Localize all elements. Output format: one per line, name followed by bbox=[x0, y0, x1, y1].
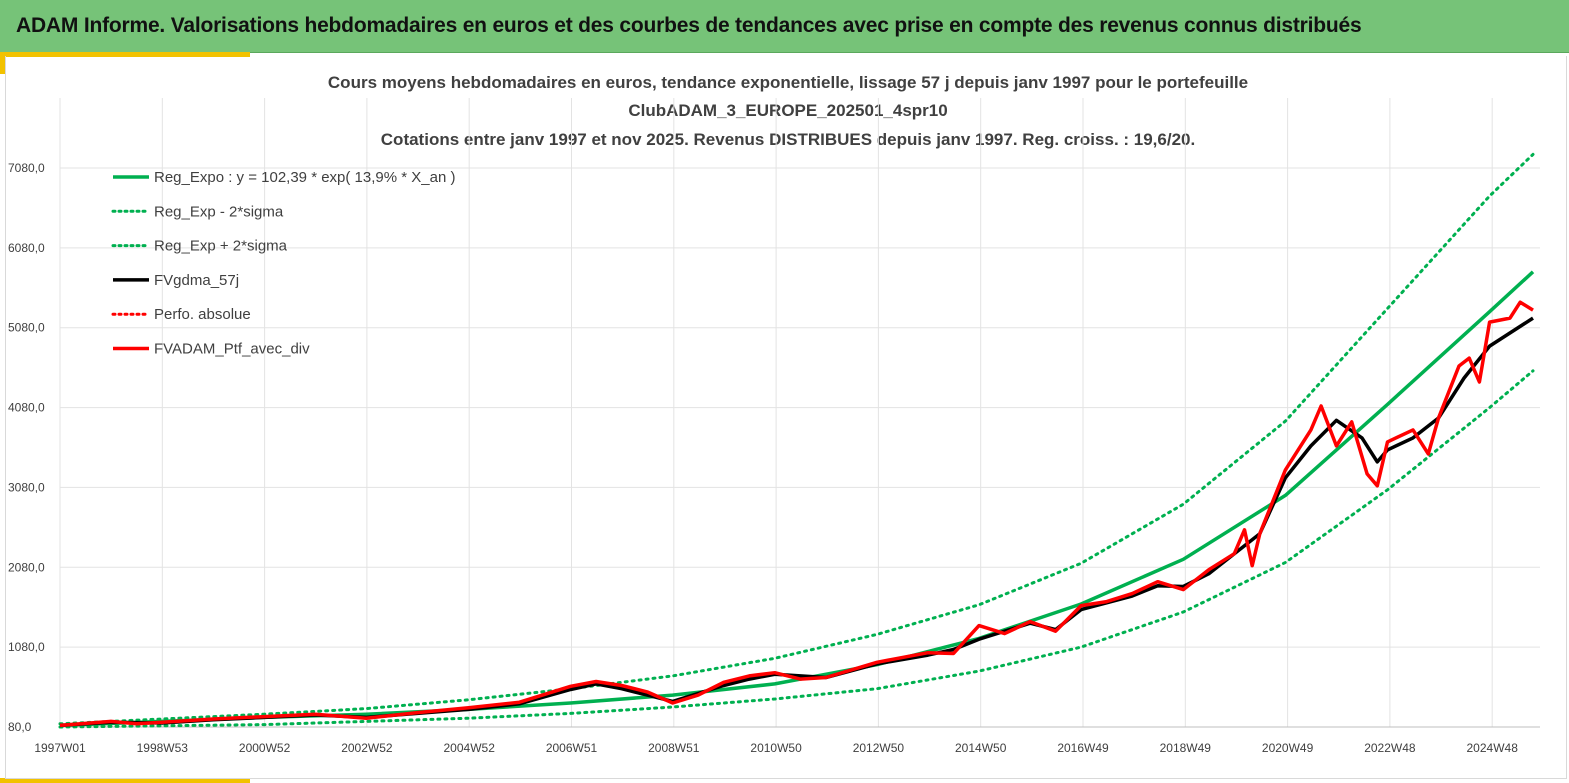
x-tick-label: 2018W49 bbox=[1160, 741, 1212, 755]
x-tick-label: 2014W50 bbox=[955, 741, 1007, 755]
y-tick-label: 4080,0 bbox=[8, 401, 45, 415]
page-title: ADAM Informe. Valorisations hebdomadaire… bbox=[16, 14, 1362, 37]
accent-bar-bottom bbox=[0, 778, 250, 783]
x-tick-label: 2002W52 bbox=[341, 741, 393, 755]
x-tick-label: 2024W48 bbox=[1467, 741, 1519, 755]
x-tick-label: 1997W01 bbox=[34, 741, 86, 755]
chart-title-line-2: ClubADAM_3_EUROPE_202501_4spr10 bbox=[628, 101, 947, 120]
y-axis-ticks: 80,0 1080,0 2080,0 3080,0 4080,0 5080,0 6080,0… bbox=[8, 161, 45, 734]
x-tick-label: 2004W52 bbox=[444, 741, 496, 755]
y-tick-label: 5080,0 bbox=[8, 321, 45, 335]
header-banner: ADAM Informe. Valorisations hebdomadaire… bbox=[0, 0, 1569, 53]
y-tick-label: 2080,0 bbox=[8, 560, 45, 574]
y-tick-label: 80,0 bbox=[8, 720, 32, 734]
x-tick-label: 1998W53 bbox=[137, 741, 189, 755]
x-tick-label: 2008W51 bbox=[648, 741, 700, 755]
chart-series bbox=[58, 152, 1535, 729]
x-tick-label: 2006W51 bbox=[546, 741, 598, 755]
legend-label: Reg_Expo : y = 102,39 * exp( 13,9% * X_a… bbox=[154, 169, 455, 186]
chart-legend: Reg_Expo : y = 102,39 * exp( 13,9% * X_a… bbox=[111, 169, 455, 358]
x-tick-label: 2012W50 bbox=[853, 741, 905, 755]
legend-label: FVgdma_57j bbox=[154, 272, 239, 289]
series-fvgdma-57j bbox=[59, 316, 1534, 728]
legend-label: Reg_Exp - 2*sigma bbox=[154, 203, 284, 220]
legend-label: FVADAM_Ptf_avec_div bbox=[154, 341, 310, 358]
y-tick-label: 3080,0 bbox=[8, 480, 45, 494]
series-reg-exp-plus-2sigma bbox=[58, 152, 1535, 726]
y-tick-label: 6080,0 bbox=[8, 241, 45, 255]
chart-frame bbox=[5, 56, 1567, 779]
x-tick-label: 2020W49 bbox=[1262, 741, 1314, 755]
chart-title-line-3: Cotations entre janv 1997 et nov 2025. R… bbox=[381, 130, 1195, 149]
grid-lines bbox=[59, 98, 1540, 728]
y-tick-label: 7080,0 bbox=[8, 161, 45, 175]
x-tick-label: 2016W49 bbox=[1057, 741, 1109, 755]
legend-label: Perfo. absolue bbox=[154, 306, 251, 323]
accent-bar-left bbox=[0, 52, 5, 74]
x-tick-label: 2000W52 bbox=[239, 741, 291, 755]
chart-title-line-1: Cours moyens hebdomadaires en euros, ten… bbox=[328, 73, 1248, 92]
legend-label: Reg_Exp + 2*sigma bbox=[154, 238, 288, 255]
series-fvadam-ptf-avec-div bbox=[59, 300, 1534, 728]
series-reg-exp-minus-2sigma bbox=[58, 369, 1535, 729]
accent-bar-top bbox=[0, 52, 250, 57]
x-tick-label: 2022W48 bbox=[1364, 741, 1416, 755]
x-axis-ticks: 1997W01 1998W53 2000W52 2002W52 2004W52 2006W… bbox=[34, 741, 1518, 755]
x-tick-label: 2010W50 bbox=[750, 741, 802, 755]
y-tick-label: 1080,0 bbox=[8, 640, 45, 654]
